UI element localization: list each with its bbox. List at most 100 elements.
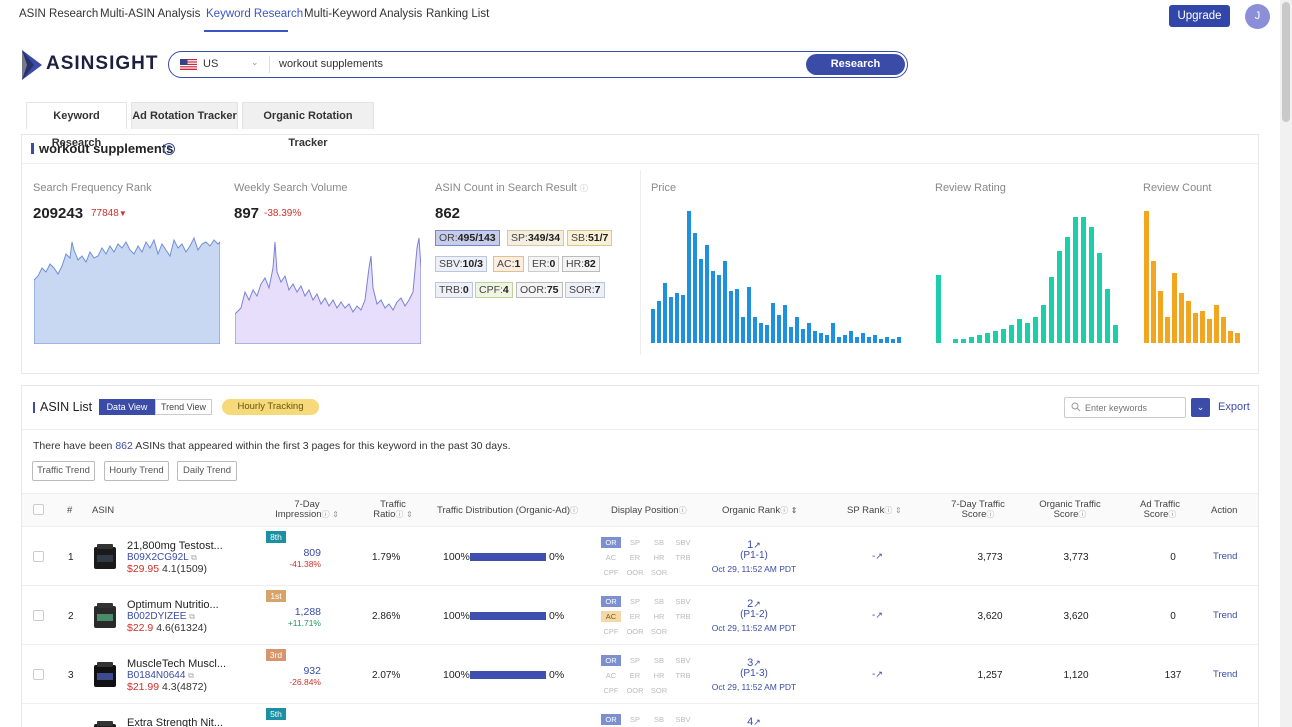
select-all-checkbox[interactable] (33, 504, 44, 515)
product-asin[interactable]: B0184N0644 ⧉ (127, 670, 194, 681)
sp-rank[interactable]: -↗ (872, 669, 883, 680)
row-checkbox[interactable] (33, 551, 44, 562)
data-view-button[interactable]: Data View (99, 399, 155, 415)
badge-key: SOR: (569, 284, 595, 296)
organic-traffic-score: 3,620 (1063, 611, 1089, 622)
nav-tab-keyword-research[interactable]: Keyword Research (206, 8, 304, 20)
sp-rank[interactable]: -↗ (872, 551, 883, 562)
sp-rank[interactable]: -↗ (872, 610, 883, 621)
ad-percent: 0% (549, 551, 565, 563)
daily-trend-button[interactable]: Daily Trend (177, 461, 237, 481)
chart-icon[interactable]: ↗ (875, 610, 883, 620)
asin-link[interactable]: B002DYIZEE (127, 611, 187, 622)
sort-icon[interactable]: ⇕ (790, 506, 798, 515)
badge-value: 10/3 (462, 258, 483, 270)
research-keyword-button[interactable]: Research Keyword (806, 54, 905, 91)
col-organic-rank[interactable]: Organic Rankⓘ ⇕ (722, 506, 797, 516)
sort-icon[interactable]: ⇕ (406, 510, 413, 519)
trend-action-link[interactable]: Trend (1213, 610, 1238, 621)
search-frequency-rank-value: 209243 (33, 205, 84, 222)
keyword-title: workout supplements (39, 141, 174, 156)
product-image[interactable] (92, 543, 118, 571)
trend-view-button[interactable]: Trend View (155, 399, 212, 415)
product-title[interactable]: Extra Strength Nit... (127, 717, 223, 727)
nav-tab-asin-research[interactable]: ASIN Research (19, 8, 99, 20)
badge-value: 4 (502, 284, 509, 296)
subtab-ad-rotation-tracker[interactable]: Ad Rotation Tracker (131, 102, 238, 129)
subtab-keyword-research[interactable]: Keyword Research (26, 102, 127, 149)
user-avatar[interactable]: J (1245, 4, 1270, 29)
chevron-down-icon[interactable]: ⌄ (1191, 398, 1210, 417)
position-tag-or: OR (601, 596, 621, 607)
chevron-down-icon[interactable]: ⌄ (251, 57, 259, 67)
trend-action-link[interactable]: Trend (1213, 551, 1238, 562)
col-traffic-ratio[interactable]: Traffic Ratioⓘ ⇕ (368, 500, 418, 520)
col-impression[interactable]: 7-Day Impressionⓘ ⇕ (272, 500, 342, 520)
organic-rank[interactable]: 4↗ (714, 716, 794, 727)
asin-link[interactable]: B09X2CG92L (127, 552, 189, 563)
chart-icon[interactable]: ↗ (753, 599, 761, 609)
sp-rank-value: - (872, 551, 876, 562)
trend-action-link[interactable]: Trend (1213, 669, 1238, 680)
copy-icon[interactable]: ⧉ (191, 553, 197, 562)
chart-icon[interactable]: ↗ (753, 717, 761, 727)
product-title[interactable]: Optimum Nutritio... (127, 599, 219, 611)
sort-icon[interactable]: ⇕ (332, 510, 339, 519)
row-checkbox[interactable] (33, 610, 44, 621)
organic-rank[interactable]: 2↗ (714, 598, 794, 610)
question-circle-icon[interactable]: ? (163, 143, 175, 155)
ad-traffic-score: 137 (1164, 670, 1182, 681)
badge-ac: AC:1 (493, 256, 525, 272)
panel-divider (22, 429, 1258, 430)
hourly-tracking-button[interactable]: Hourly Tracking (222, 399, 319, 415)
page-scrollbar[interactable] (1280, 0, 1292, 727)
row-checkbox[interactable] (33, 669, 44, 680)
chart-icon[interactable]: ↗ (753, 540, 761, 550)
scrollbar-thumb[interactable] (1282, 2, 1290, 122)
organic-rank[interactable]: 3↗ (714, 657, 794, 669)
nav-tab-ranking-list[interactable]: Ranking List (426, 8, 490, 20)
product-price-rating: $22.9 4.6(61324) (127, 622, 207, 634)
keyword-input[interactable]: workout supplements (279, 58, 383, 70)
keyword-filter-input[interactable] (1085, 402, 1181, 414)
organic-rank-date: Oct 29, 11:52 AM PDT (711, 682, 797, 692)
organic-traffic-score: 3,773 (1063, 552, 1089, 563)
table-header: # ASIN 7-Day Impressionⓘ ⇕ Traffic Ratioⓘ … (22, 493, 1258, 527)
product-image[interactable] (92, 661, 118, 689)
product-image[interactable] (92, 602, 118, 630)
organic-rank-date: Oct 29, 11:52 AM PDT (711, 564, 797, 574)
copy-icon[interactable]: ⧉ (189, 612, 195, 621)
col-sp-rank[interactable]: SP Rankⓘ ⇕ (847, 506, 902, 516)
col-display-position: Display Positionⓘ (611, 506, 687, 516)
upgrade-button[interactable]: Upgrade (1169, 5, 1230, 27)
product-title[interactable]: MuscleTech Muscl... (127, 658, 227, 670)
copy-icon[interactable]: ⧉ (188, 671, 194, 680)
ad-traffic-score: 0 (1170, 611, 1176, 622)
sort-icon[interactable]: ⇕ (894, 506, 902, 515)
chart-icon[interactable]: ↗ (875, 551, 883, 561)
brand-logo[interactable]: ASINSIGHT (22, 50, 162, 80)
nav-tab-multi-keyword-analysis[interactable]: Multi-Keyword Analysis (304, 8, 423, 20)
badge-or: OR:495/143 (435, 230, 500, 246)
col-organic-score-l1: Organic Traffic (1039, 499, 1101, 510)
position-tag-oor: OOR (626, 627, 644, 636)
export-button[interactable]: Export (1218, 401, 1250, 413)
nav-tab-multi-asin-analysis[interactable]: Multi-ASIN Analysis (100, 8, 201, 20)
traffic-trend-button[interactable]: Traffic Trend (32, 461, 95, 481)
chart-icon[interactable]: ↗ (753, 658, 761, 668)
product-asin[interactable]: B09X2CG92L ⧉ (127, 552, 197, 563)
product-asin[interactable]: B002DYIZEE ⧉ (127, 611, 195, 622)
organic-rank[interactable]: 1↗ (714, 539, 794, 551)
position-tag-er: ER (629, 553, 641, 562)
position-tag-hr: HR (653, 671, 665, 680)
asin-link[interactable]: B0184N0644 (127, 670, 186, 681)
product-image[interactable] (92, 720, 118, 727)
country-select[interactable]: US (203, 58, 219, 70)
section-accent-bar (31, 143, 34, 154)
info-icon[interactable]: ⓘ (579, 184, 588, 193)
subtab-organic-rotation-tracker[interactable]: Organic Rotation Tracker (242, 102, 374, 149)
brand-name: ASINSIGHT (46, 53, 159, 74)
product-title[interactable]: 21,800mg Testost... (127, 540, 223, 552)
hourly-trend-button[interactable]: Hourly Trend (104, 461, 169, 481)
chart-icon[interactable]: ↗ (875, 669, 883, 679)
